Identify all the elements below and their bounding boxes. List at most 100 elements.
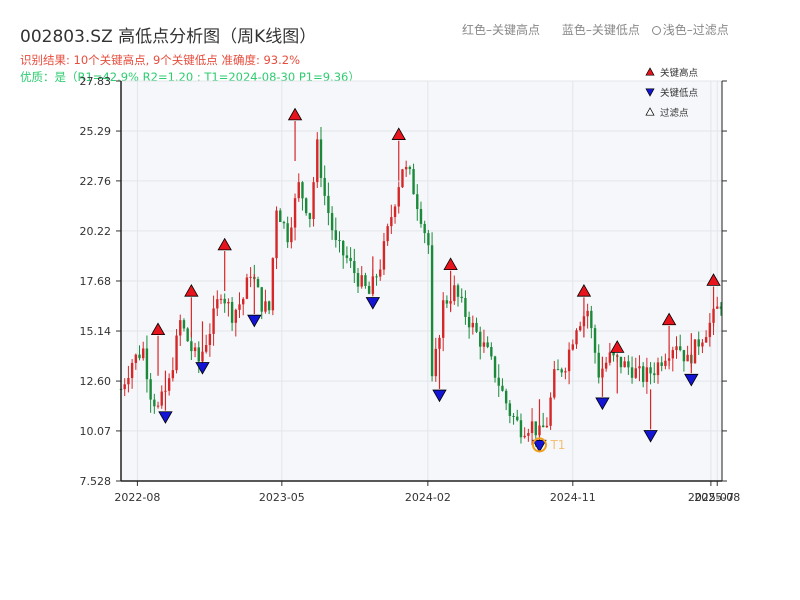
candle-body [312, 182, 315, 220]
key-low-marker [365, 297, 381, 310]
candle-body [260, 287, 263, 312]
candle-body [438, 337, 441, 349]
candle-body [323, 177, 326, 196]
candle-body [671, 350, 674, 359]
candle-body [334, 230, 337, 241]
x-tick-label: 2025-07 [688, 491, 734, 504]
candle-body [423, 223, 426, 234]
candle-body [338, 240, 341, 242]
candle-body [167, 378, 171, 391]
candle-body [223, 298, 226, 304]
candle-body [534, 421, 537, 436]
candle-body [279, 210, 282, 223]
candle-body [501, 385, 504, 391]
candle-body [630, 367, 634, 378]
candle-body [549, 397, 552, 426]
candle-body [571, 344, 575, 350]
candle-body [186, 328, 189, 342]
candle-body [682, 350, 686, 362]
key-high-marker [706, 273, 721, 286]
chart-title: 002803.SZ 高低点分析图（周K线图） [20, 27, 317, 47]
header-legend: 红色–关键高点 蓝色–关键低点 浅色–过滤点 [462, 21, 747, 38]
legend-high-icon [645, 67, 655, 76]
candle-body [193, 347, 197, 352]
candle-body [482, 342, 486, 347]
legend-note-red: 红色–关键高点 [462, 23, 541, 37]
y-tick-label: 20.22 [80, 225, 112, 238]
candle-body [293, 198, 297, 228]
key-low-marker [158, 411, 173, 424]
key-high-marker [217, 237, 232, 251]
candle-body [486, 342, 489, 348]
candle-body [204, 345, 208, 352]
candle-body [545, 425, 549, 428]
candle-body [208, 333, 212, 346]
candle-body [364, 275, 367, 286]
candle-body [660, 362, 663, 366]
y-tick-label: 25.29 [80, 125, 112, 138]
candle-body [634, 368, 637, 378]
key-low-marker [432, 389, 447, 403]
candle-body [353, 261, 356, 274]
candle-body [530, 421, 534, 434]
candle-body [656, 362, 660, 376]
candle-body [541, 425, 545, 428]
candle-body [349, 257, 352, 262]
candle-body [471, 322, 475, 328]
candle-body [590, 310, 593, 329]
candle-body [264, 301, 267, 312]
x-tick-label: 2025-08 [694, 491, 740, 504]
candle-body [342, 241, 345, 256]
candle-body [197, 347, 200, 362]
candle-body [404, 166, 408, 170]
candle-body [327, 195, 330, 214]
candle-body [416, 194, 419, 210]
key-low-marker [247, 314, 262, 328]
candle-body [701, 342, 704, 347]
candle-body [360, 275, 363, 287]
candle-body [390, 217, 393, 227]
legend-note-hollow-label: 浅色–过滤点 [662, 23, 729, 37]
t1-label: T1 [549, 438, 565, 452]
candle-body [427, 233, 430, 246]
legend-filtered-label: 过滤点 [660, 107, 689, 119]
candle-body [627, 361, 630, 368]
candle-body [464, 298, 467, 317]
t1-circle [531, 437, 547, 453]
candle-body [138, 354, 141, 359]
y-tick-label: 22.76 [80, 175, 112, 188]
candle-body [393, 206, 397, 218]
candle-body [308, 213, 312, 220]
candle-body [593, 328, 597, 353]
candle-body [419, 209, 423, 224]
candle-body [230, 301, 234, 323]
legend-note-hollow: 浅色–过滤点 [651, 23, 729, 37]
candle-body [145, 348, 149, 380]
candle-body [441, 300, 445, 338]
candle-body [304, 198, 308, 214]
candle-body [641, 366, 645, 382]
candle-body [182, 320, 186, 329]
axes: 7.528 10.07 12.60 15.14 17.68 20.22 22.76 25.29… [80, 75, 741, 504]
candle-body [597, 352, 600, 378]
legend-high-label: 关键高点 [660, 67, 699, 79]
candle-body [716, 306, 719, 309]
key-high-marker [661, 312, 677, 326]
y-tick-label: 17.68 [80, 275, 112, 288]
candle-body [382, 241, 386, 270]
key-low-marker [195, 362, 210, 375]
y-tick-label: 7.528 [80, 475, 112, 488]
candle-body [271, 258, 275, 311]
candle-body [397, 187, 400, 207]
candle-body [467, 316, 471, 328]
candle-body [412, 169, 415, 195]
candle-body [149, 379, 152, 400]
candle-body [216, 299, 219, 309]
legend-filtered-icon [645, 107, 655, 116]
candle-body [356, 273, 360, 287]
candle-body [245, 277, 249, 299]
candle-body [516, 416, 519, 421]
candle-body [123, 384, 126, 390]
candle-body [560, 369, 563, 373]
